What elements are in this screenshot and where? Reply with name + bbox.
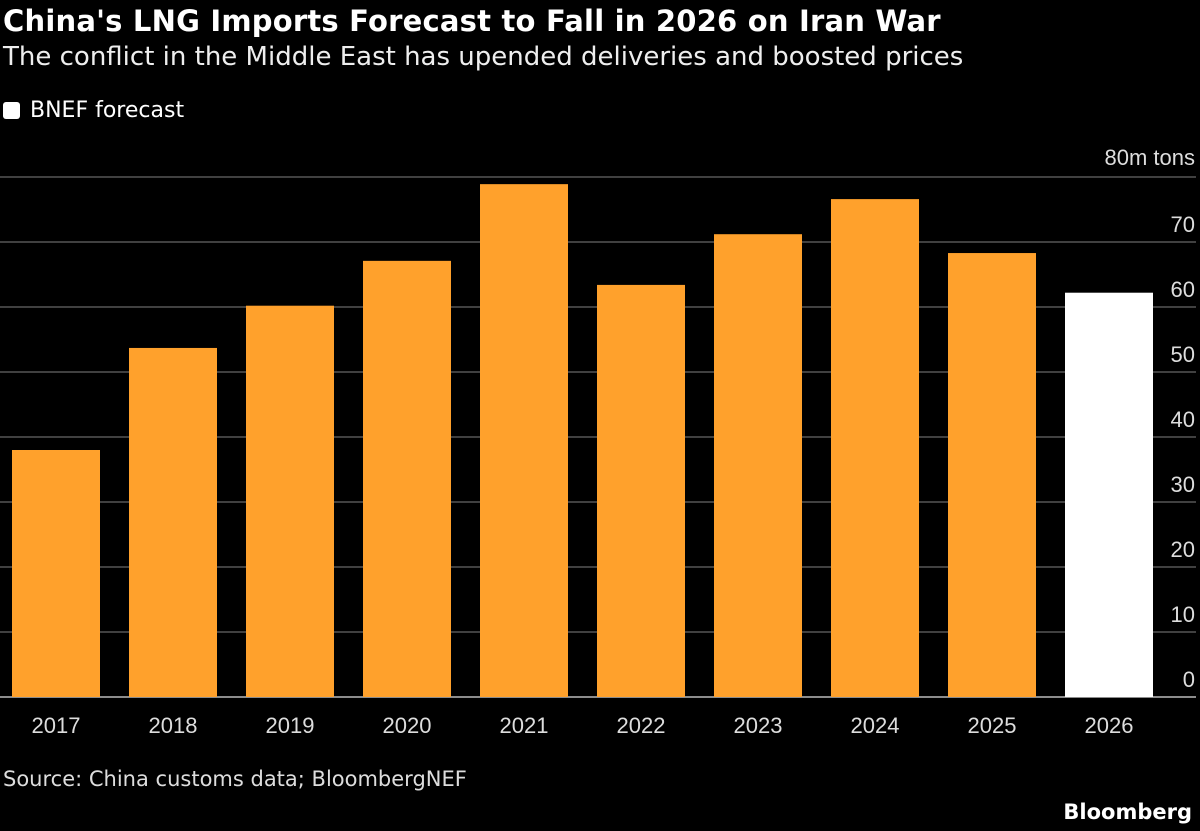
legend: BNEF forecast [3,98,184,123]
bar-2019 [246,305,334,697]
bar-2025 [948,253,1036,698]
y-tick-label: 40 [1171,407,1195,432]
x-tick-label: 2022 [617,713,666,738]
bar-2018 [129,347,217,697]
y-tick-label: 80m tons [1105,145,1196,170]
y-tick-label: 30 [1171,472,1195,497]
x-tick-label: 2021 [500,713,549,738]
y-tick-label: 60 [1171,277,1195,302]
x-tick-label: 2020 [383,713,432,738]
legend-label: BNEF forecast [30,98,185,123]
y-tick-label: 70 [1171,212,1195,237]
y-tick-label: 0 [1183,667,1195,692]
bar-2024 [831,199,919,697]
legend-swatch-forecast [3,102,20,119]
bar-2026 [1065,292,1153,697]
bar-2023 [714,234,802,697]
x-tick-label: 2018 [149,713,198,738]
chart-title: China's LNG Imports Forecast to Fall in … [3,4,941,38]
chart-subtitle: The conflict in the Middle East has upen… [3,42,964,72]
bar-2022 [597,284,685,697]
bar-2021 [480,184,568,697]
bar-2020 [363,260,451,697]
y-tick-label: 10 [1171,602,1195,627]
x-tick-label: 2024 [851,713,900,738]
x-tick-label: 2019 [266,713,315,738]
bloomberg-logo: Bloomberg [1063,800,1192,824]
x-tick-label: 2026 [1085,713,1134,738]
x-tick-label: 2025 [968,713,1017,738]
x-tick-label: 2017 [32,713,81,738]
bar-2017 [12,450,100,697]
y-tick-label: 20 [1171,537,1195,562]
source-note: Source: China customs data; BloombergNEF [3,767,467,791]
y-tick-label: 50 [1171,342,1195,367]
x-tick-label: 2023 [734,713,783,738]
